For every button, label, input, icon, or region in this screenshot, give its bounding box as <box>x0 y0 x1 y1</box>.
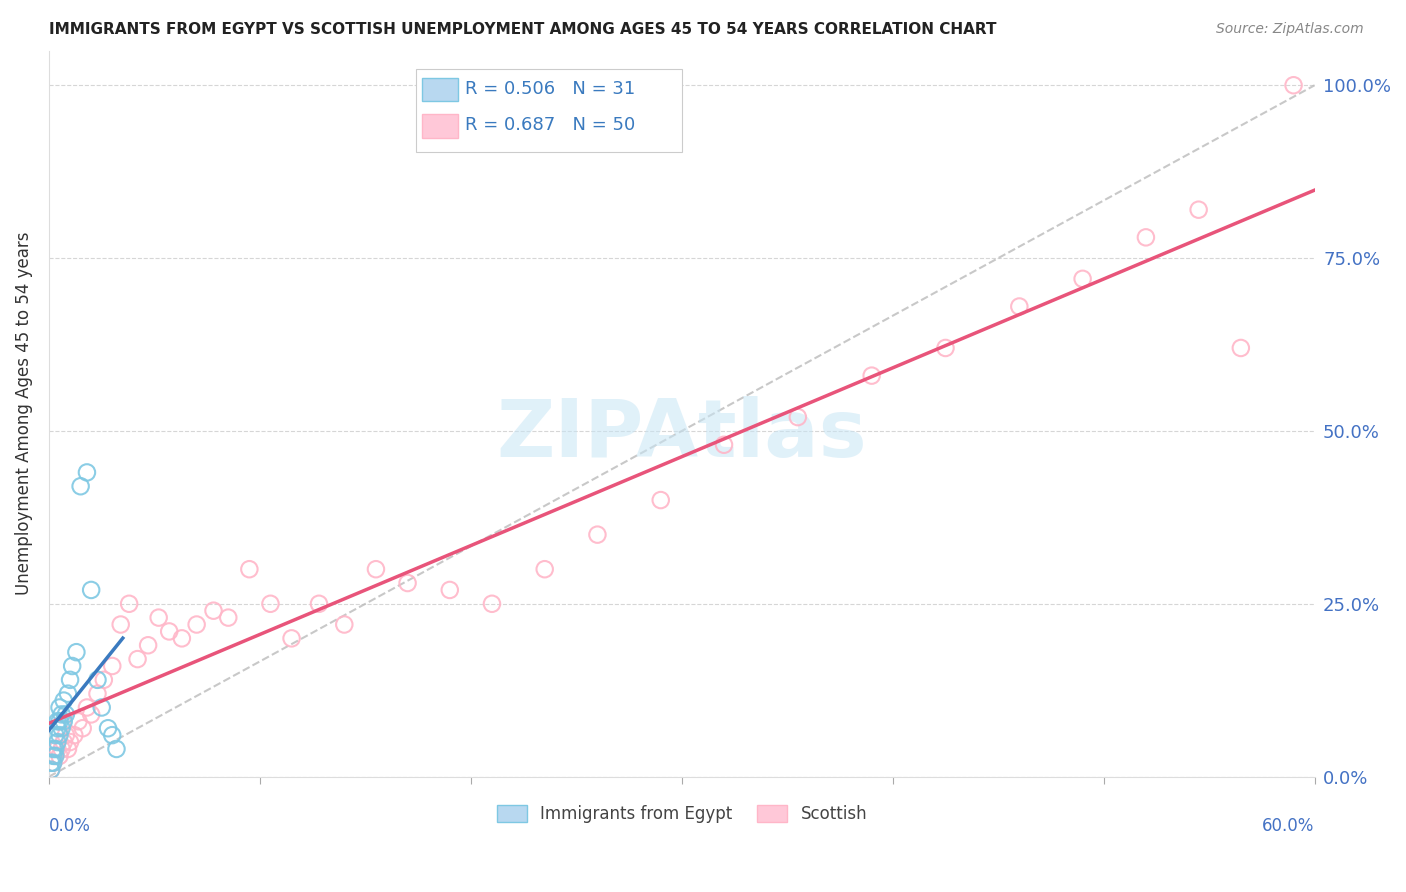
Point <box>51 707 73 722</box>
Point <box>148 610 170 624</box>
Point <box>650 493 672 508</box>
Point <box>56 687 79 701</box>
Point <box>42 756 65 770</box>
Point <box>97 721 120 735</box>
Point <box>1282 78 1305 93</box>
FancyBboxPatch shape <box>416 69 682 153</box>
Text: Source: ZipAtlas.com: Source: ZipAtlas.com <box>1216 22 1364 37</box>
Point <box>1188 202 1211 217</box>
Legend: Immigrants from Egypt, Scottish: Immigrants from Egypt, Scottish <box>489 798 873 830</box>
Point <box>44 748 66 763</box>
Point <box>56 742 79 756</box>
Point <box>396 576 419 591</box>
Point <box>52 693 75 707</box>
Point <box>42 742 65 756</box>
Point <box>46 735 69 749</box>
Point <box>280 632 302 646</box>
Point <box>934 341 956 355</box>
Point <box>80 582 103 597</box>
Y-axis label: Unemployment Among Ages 45 to 54 years: Unemployment Among Ages 45 to 54 years <box>15 232 32 595</box>
Point <box>39 756 62 770</box>
FancyBboxPatch shape <box>422 114 458 137</box>
Point <box>59 673 82 687</box>
Point <box>238 562 260 576</box>
Point <box>59 735 82 749</box>
Point <box>136 638 159 652</box>
Point <box>86 673 108 687</box>
Point <box>259 597 281 611</box>
Text: 60.0%: 60.0% <box>1263 816 1315 835</box>
Point <box>308 597 330 611</box>
Point <box>63 728 86 742</box>
Point <box>48 748 70 763</box>
Point <box>46 721 69 735</box>
Point <box>76 466 98 480</box>
Point <box>42 756 65 770</box>
Point <box>1230 341 1253 355</box>
Point <box>55 728 77 742</box>
Point <box>1135 230 1157 244</box>
Point <box>51 742 73 756</box>
Point <box>76 700 98 714</box>
Point <box>86 687 108 701</box>
Point <box>55 707 77 722</box>
Point <box>586 527 609 541</box>
Point <box>533 562 555 576</box>
Point <box>202 604 225 618</box>
Point <box>90 700 112 714</box>
Point <box>46 714 69 729</box>
Text: R = 0.687   N = 50: R = 0.687 N = 50 <box>465 117 636 135</box>
Point <box>127 652 149 666</box>
Point <box>364 562 387 576</box>
Point <box>60 659 83 673</box>
Point <box>186 617 208 632</box>
Text: 0.0%: 0.0% <box>49 816 91 835</box>
Point <box>67 714 90 729</box>
Point <box>93 673 115 687</box>
Point <box>44 748 66 763</box>
Text: R = 0.506   N = 31: R = 0.506 N = 31 <box>465 80 636 98</box>
Point <box>170 632 193 646</box>
Point <box>713 438 735 452</box>
FancyBboxPatch shape <box>422 78 458 102</box>
Point <box>48 700 70 714</box>
Point <box>481 597 503 611</box>
Point <box>48 728 70 742</box>
Point <box>860 368 883 383</box>
Point <box>51 721 73 735</box>
Point <box>118 597 141 611</box>
Point <box>42 748 65 763</box>
Point <box>217 610 239 624</box>
Point <box>101 728 124 742</box>
Text: IMMIGRANTS FROM EGYPT VS SCOTTISH UNEMPLOYMENT AMONG AGES 45 TO 54 YEARS CORRELA: IMMIGRANTS FROM EGYPT VS SCOTTISH UNEMPL… <box>49 22 997 37</box>
Point <box>52 735 75 749</box>
Point <box>52 714 75 729</box>
Point <box>48 714 70 729</box>
Text: ZIPAtlas: ZIPAtlas <box>496 396 868 475</box>
Point <box>65 645 87 659</box>
Point <box>101 659 124 673</box>
Point <box>157 624 180 639</box>
Point <box>44 728 66 742</box>
Point <box>39 763 62 777</box>
Point <box>80 707 103 722</box>
Point <box>1008 300 1031 314</box>
Point <box>105 742 128 756</box>
Point <box>439 582 461 597</box>
Point <box>786 410 808 425</box>
Point <box>1071 272 1094 286</box>
Point <box>39 763 62 777</box>
Point <box>44 742 66 756</box>
Point <box>72 721 94 735</box>
Point <box>46 742 69 756</box>
Point <box>69 479 91 493</box>
Point <box>333 617 356 632</box>
Point <box>110 617 132 632</box>
